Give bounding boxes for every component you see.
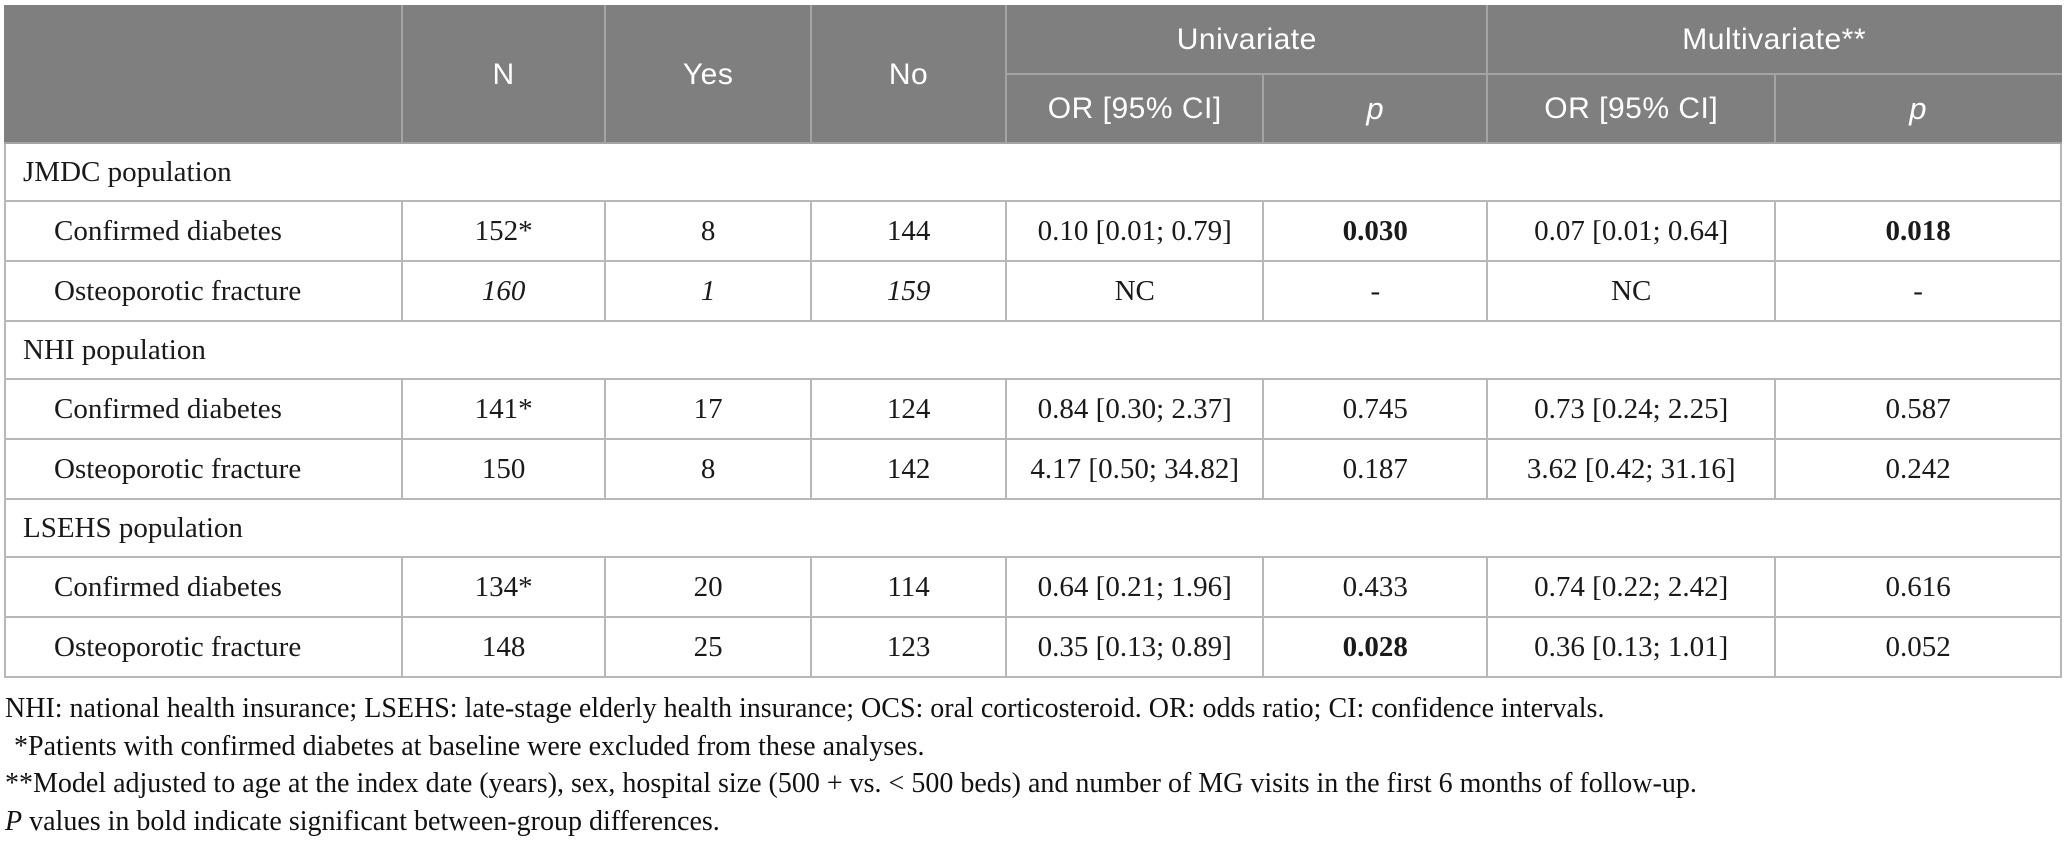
univariate-or-cell: 0.64 [0.21; 1.96] [1005,556,1265,618]
subheader-univariate-or: OR [95% CI] [1005,73,1265,144]
n-cell: 150 [400,438,607,500]
yes-cell: 20 [604,556,812,618]
footnote-asterisk: *Patients with confirmed diabetes at bas… [14,730,925,762]
section-row-lsehs: LSEHS population [4,498,2062,558]
n-cell: 152* [400,200,607,262]
yes-cell: 8 [604,200,812,262]
multivariate-or-cell: NC [1486,260,1777,322]
multivariate-or-cell: 0.07 [0.01; 0.64] [1486,200,1777,262]
col-header-no: No [809,5,1008,144]
no-cell: 159 [809,260,1008,322]
subheader-multivariate-p: p [1774,73,2062,144]
row-label-cell: Osteoporotic fracture [4,438,403,500]
univariate-or-cell: 0.84 [0.30; 2.37] [1005,378,1265,440]
data-row: Osteoporotic fracture 148 25 123 0.35 [0… [4,616,2062,678]
univariate-or-cell: NC [1005,260,1265,322]
univariate-p-cell: 0.030 [1262,200,1489,262]
univariate-p-cell: 0.745 [1262,378,1489,440]
multivariate-p-cell: - [1774,260,2062,322]
row-label-cell: Confirmed diabetes [4,200,403,262]
yes-cell: 1 [604,260,812,322]
multivariate-p-cell: 0.018 [1774,200,2062,262]
data-row: Confirmed diabetes 134* 20 114 0.64 [0.2… [4,556,2062,618]
subheader-multivariate-or: OR [95% CI] [1486,73,1777,144]
data-row: Osteoporotic fracture 160 1 159 NC - NC … [4,260,2062,322]
row-label-cell: Osteoporotic fracture [4,616,403,678]
group-header-multivariate: Multivariate** [1486,5,2062,75]
no-cell: 144 [809,200,1008,262]
footnote-pvalues: P values in bold indicate significant be… [5,803,2067,841]
table-header: N Yes No Univariate Multivariate** OR [9… [4,5,2062,144]
footnotes: NHI: national health insurance; LSEHS: l… [5,690,2067,840]
multivariate-p-cell: 0.616 [1774,556,2062,618]
row-label-cell: Osteoporotic fracture [4,260,403,322]
multivariate-or-cell: 0.36 [0.13; 1.01] [1486,616,1777,678]
results-table: N Yes No Univariate Multivariate** OR [9… [4,5,2062,678]
section-row-nhi: NHI population [4,320,2062,380]
row-label-cell: Confirmed diabetes [4,556,403,618]
footnote-pvalues-text: values in bold indicate significant betw… [22,805,720,837]
footnote-abbreviations: NHI: national health insurance; LSEHS: l… [5,693,1605,724]
univariate-p-cell: 0.187 [1262,438,1489,500]
univariate-or-cell: 0.35 [0.13; 0.89] [1005,616,1265,678]
yes-cell: 8 [604,438,812,500]
n-cell: 134* [400,556,607,618]
no-cell: 123 [809,616,1008,678]
col-header-yes: Yes [604,5,812,144]
n-cell: 160 [400,260,607,322]
univariate-p-cell: 0.028 [1262,616,1489,678]
multivariate-or-cell: 0.73 [0.24; 2.25] [1486,378,1777,440]
header-blank-cell [4,5,403,144]
row-label-cell: Confirmed diabetes [4,378,403,440]
col-header-n: N [400,5,607,144]
subheader-univariate-p: p [1262,73,1489,144]
yes-cell: 17 [604,378,812,440]
multivariate-or-cell: 3.62 [0.42; 31.16] [1486,438,1777,500]
header-group-row: N Yes No Univariate Multivariate** [4,5,2062,144]
p-italic: P [5,805,23,837]
multivariate-p-cell: 0.587 [1774,378,2062,440]
group-header-univariate: Univariate [1005,5,1489,75]
multivariate-p-cell: 0.242 [1774,438,2062,500]
p-label: p [1366,90,1385,126]
univariate-or-cell: 4.17 [0.50; 34.82] [1005,438,1265,500]
no-cell: 142 [809,438,1008,500]
n-cell: 148 [400,616,607,678]
section-title: NHI population [4,320,2062,380]
data-row: Confirmed diabetes 141* 17 124 0.84 [0.3… [4,378,2062,440]
section-title: LSEHS population [4,498,2062,558]
n-cell: 141* [400,378,607,440]
no-cell: 124 [809,378,1008,440]
univariate-p-cell: - [1262,260,1489,322]
data-row: Confirmed diabetes 152* 8 144 0.10 [0.01… [4,200,2062,262]
multivariate-p-cell: 0.052 [1774,616,2062,678]
univariate-p-cell: 0.433 [1262,556,1489,618]
yes-cell: 25 [604,616,812,678]
p-label: p [1909,90,1927,126]
no-cell: 114 [809,556,1008,618]
table-body: JMDC population Confirmed diabetes 152* … [4,142,2062,678]
section-title: JMDC population [4,142,2062,202]
section-row-jmdc: JMDC population [4,142,2062,202]
header-sub-row: OR [95% CI] p OR [95% CI] p [5,73,2062,144]
footnote-double-asterisk: **Model adjusted to age at the index dat… [5,768,1697,799]
multivariate-or-cell: 0.74 [0.22; 2.42] [1486,556,1777,618]
data-row: Osteoporotic fracture 150 8 142 4.17 [0.… [4,438,2062,500]
univariate-or-cell: 0.10 [0.01; 0.79] [1005,200,1265,262]
